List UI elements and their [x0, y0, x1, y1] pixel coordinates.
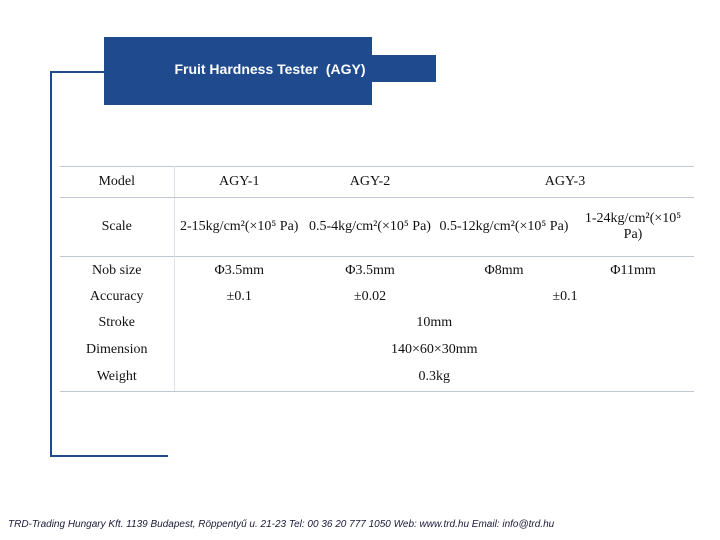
model-agy-3: AGY-3 — [436, 166, 695, 198]
bracket-line-left — [50, 71, 52, 457]
nob-size-value: Φ11mm — [572, 256, 695, 284]
model-agy-1: AGY-1 — [174, 166, 304, 198]
table-row-model: Model AGY-1 AGY-2 AGY-3 — [60, 166, 695, 198]
accuracy-value: ±0.1 — [226, 289, 252, 304]
table-row-scale: Scale 2-15kg/cm²(×10⁵ Pa) 0.5-4kg/cm²(×1… — [60, 197, 694, 257]
bracket-line-top — [50, 71, 104, 73]
accuracy-value: ±0.02 — [353, 289, 387, 304]
scale-value: 0.5-4kg/cm²(×10⁵ Pa) — [309, 219, 431, 234]
dimension-label: Dimension — [60, 336, 175, 363]
nob-size-value: Φ3.5mm — [174, 256, 304, 284]
scale-value: 1-24kg/cm²(×10⁵ Pa) — [584, 211, 682, 242]
stroke-label: Stroke — [60, 310, 175, 336]
bracket-line-bottom — [50, 455, 168, 457]
title-banner — [104, 55, 436, 82]
table-row-dimension: Dimension 140×60×30mm — [60, 336, 694, 363]
dimension-value: 140×60×30mm — [390, 341, 478, 357]
stroke-value: 10mm — [416, 315, 453, 330]
table-row-nob-size: Nob size Φ3.5mm Φ3.5mm Φ8mm Φ11mm — [60, 256, 695, 284]
scale-value: 0.5-12kg/cm²(×10⁵ Pa) — [439, 219, 569, 234]
footer-contact: TRD-Trading Hungary Kft. 1139 Budapest, … — [8, 519, 555, 530]
nob-size-value: Φ8mm — [436, 256, 572, 284]
scale-label: Scale — [60, 197, 175, 257]
table-row-weight: Weight 0.3kg — [60, 363, 695, 392]
table-row-stroke: Stroke 10mm — [60, 310, 694, 336]
model-agy-2: AGY-2 — [304, 166, 436, 198]
model-label: Model — [60, 166, 175, 198]
spec-table: Model AGY-1 AGY-2 AGY-3 Scale 2-15kg/cm²… — [60, 166, 695, 392]
table-row-accuracy: Accuracy ±0.1 ±0.02 ±0.1 — [60, 284, 694, 310]
scale-value: 2-15kg/cm²(×10⁵ Pa) — [180, 219, 299, 234]
accuracy-label: Accuracy — [60, 284, 175, 310]
nob-size-label: Nob size — [60, 256, 175, 284]
weight-value: 0.3kg — [174, 363, 695, 392]
page-title: Fruit Hardness Tester (AGY) — [174, 60, 366, 77]
nob-size-value: Φ3.5mm — [304, 256, 436, 284]
weight-label: Weight — [60, 363, 175, 392]
accuracy-value: ±0.1 — [552, 289, 578, 304]
